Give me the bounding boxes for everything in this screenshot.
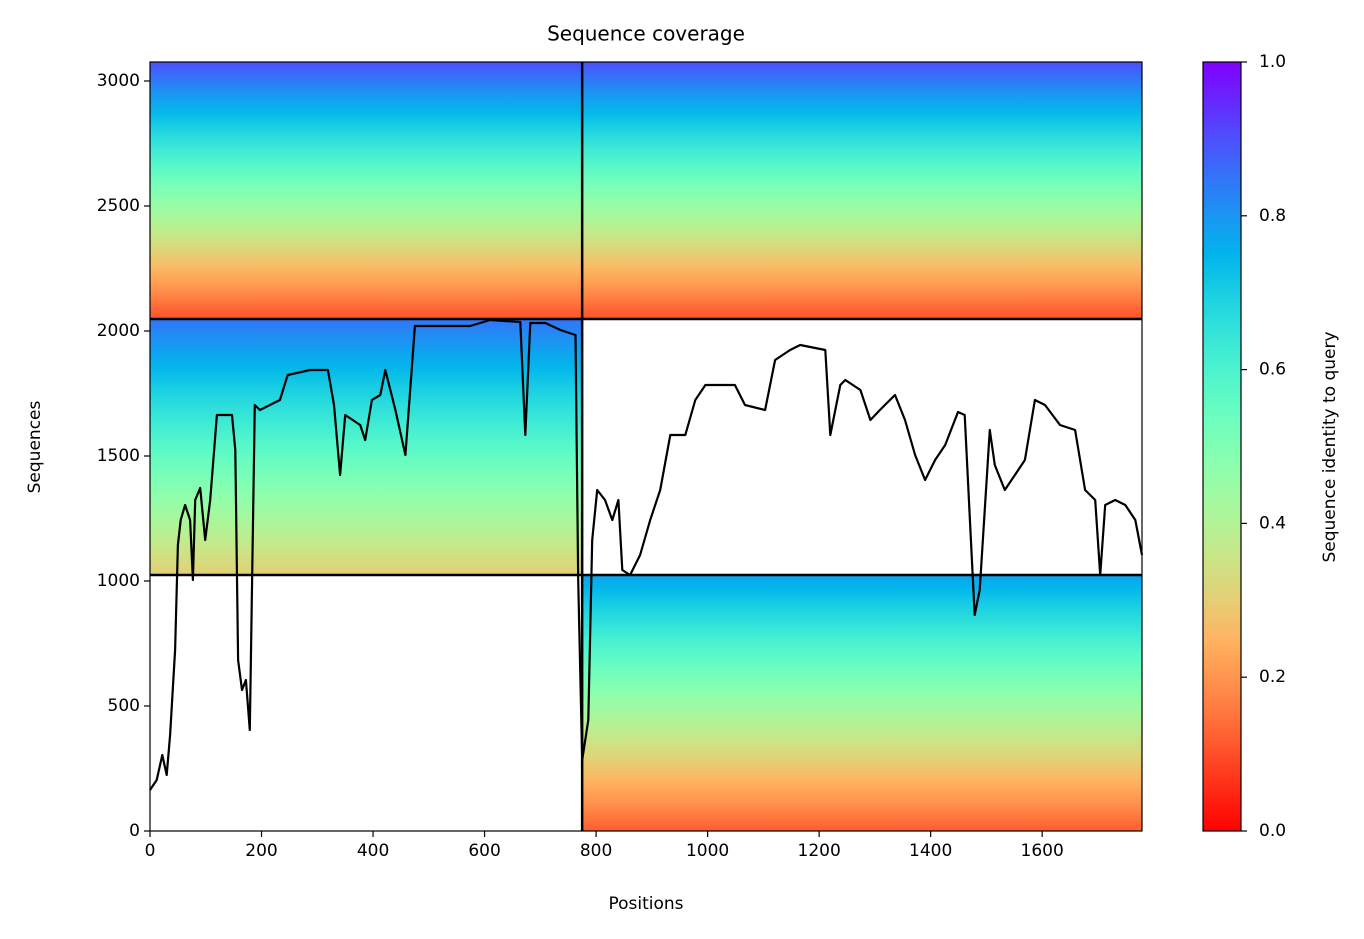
colorbar-tick-label: 0.2: [1259, 667, 1286, 687]
y-tick-label: 2500: [97, 196, 140, 216]
plot-frame: [149, 61, 1143, 832]
colorbar-label: Sequence identity to query: [1320, 331, 1340, 562]
x-tick-label: 200: [245, 841, 277, 861]
x-tick-label: 400: [357, 841, 389, 861]
y-tick-label: 500: [108, 696, 140, 716]
colorbar-tick-label: 0.0: [1259, 821, 1286, 841]
colorbar: [1202, 61, 1242, 832]
y-tick-label: 3000: [97, 71, 140, 91]
x-axis-label: Positions: [608, 894, 683, 914]
colorbar-tick-label: 0.6: [1259, 360, 1286, 380]
msa-block: [150, 319, 583, 575]
y-tick-label: 1000: [97, 571, 140, 591]
x-tick-label: 1600: [1021, 841, 1064, 861]
msa-block: [150, 62, 1142, 319]
msa-block: [582, 575, 1142, 831]
x-tick-label: 600: [468, 841, 500, 861]
x-tick-label: 1000: [686, 841, 729, 861]
y-axis-label: Sequences: [25, 401, 45, 494]
x-tick-label: 0: [145, 841, 156, 861]
coverage-line: [149, 318, 1144, 791]
x-tick-label: 1200: [798, 841, 841, 861]
x-tick-label: 1400: [909, 841, 952, 861]
x-tick-label: 800: [580, 841, 612, 861]
colorbar-tick-label: 1.0: [1259, 52, 1286, 72]
colorbar-tick-label: 0.8: [1259, 206, 1286, 226]
y-tick-label: 1500: [97, 446, 140, 466]
colorbar-tick-label: 0.4: [1259, 513, 1286, 533]
chart-title: Sequence coverage: [547, 22, 745, 46]
y-tick-label: 0: [129, 821, 140, 841]
y-tick-label: 2000: [97, 321, 140, 341]
